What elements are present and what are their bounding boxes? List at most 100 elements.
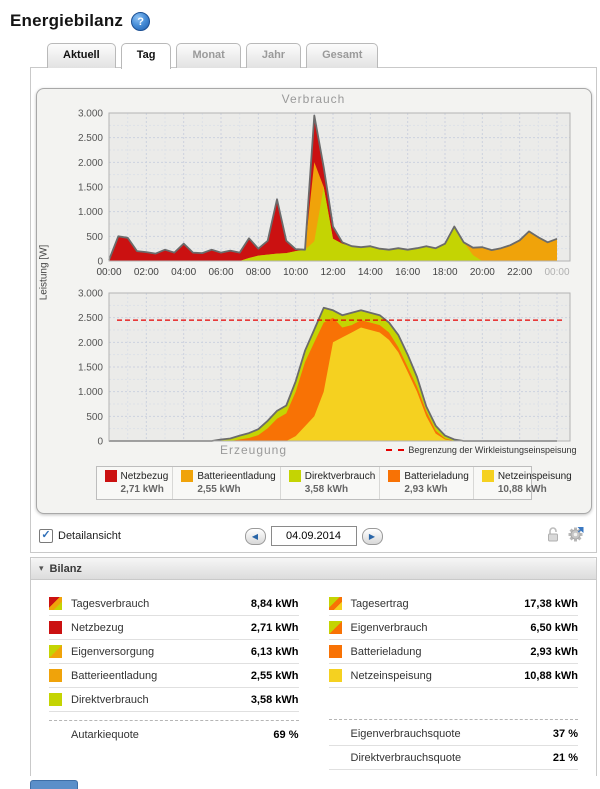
legend-value: 2,71 kWh [120,484,164,495]
svg-text:0: 0 [97,437,103,448]
bilanz-right-column: Tagesertrag 17,38 kWh Eigenverbrauch 6,5… [328,592,579,770]
svg-text:2.500: 2.500 [77,313,102,324]
svg-text:2.000: 2.000 [77,158,102,169]
date-navigation: ◀ ▶ [244,526,383,546]
tab-monat[interactable]: Monat [176,43,241,68]
page-title: Energiebilanz [10,11,124,30]
svg-text:1.000: 1.000 [77,207,102,218]
spacer-row [329,688,579,711]
lock-icon[interactable] [545,526,561,543]
svg-text:06:00: 06:00 [208,267,233,278]
legend-item-netzbezug: Netzbezug 2,71 kWh [97,467,174,499]
generation-chart-title: Erzeugung [219,443,288,457]
table-row: Eigenverbrauch 6,50 kWh [328,616,578,640]
limit-line-icon [386,449,405,451]
svg-text:16:00: 16:00 [395,267,420,278]
svg-text:500: 500 [86,232,103,243]
detail-checkbox[interactable]: ✓ [39,529,53,543]
svg-text:1.000: 1.000 [77,387,102,398]
table-row: Autarkiequote 69 % [71,728,299,741]
svg-text:22:00: 22:00 [507,267,532,278]
svg-text:12:00: 12:00 [320,267,345,278]
svg-text:02:00: 02:00 [133,267,158,278]
bilanz-left-summary: Autarkiequote 69 % [49,720,299,746]
consumption-chart-title: Verbrauch [281,92,346,106]
table-row: Tagesertrag 17,38 kWh [328,592,578,616]
direktverbrauch-swatch [49,693,62,706]
tab-bar: Aktuell Tag Monat Jahr Gesamt [47,43,600,69]
table-row: Netzbezug 2,71 kWh [49,616,299,640]
settings-export-icon[interactable] [567,526,584,543]
tab-jahr[interactable]: Jahr [245,43,302,68]
svg-text:08:00: 08:00 [245,267,270,278]
table-row: Eigenverbrauchsquote 37 % [328,722,578,746]
detail-view-toggle[interactable]: ✓ Detailansicht [39,529,121,543]
legend-item-batterieladung: Batterieladung 2,93 kWh [380,467,474,499]
bilanz-body: Tagesverbrauch 8,84 kWh Netzbezug 2,71 k… [31,580,596,776]
collapse-arrow-icon: ▾ [39,563,44,573]
batterieentladung-swatch [49,669,62,682]
bilanz-panel: ▾ Bilanz Tagesverbrauch 8,84 kWh Netzbez… [30,557,597,776]
detail-checkbox-label: Detailansicht [58,530,121,542]
tab-gesamt[interactable]: Gesamt [306,43,379,68]
svg-text:1.500: 1.500 [77,363,102,374]
table-row: Netzeinspeisung 10,88 kWh [328,664,578,688]
next-panel-partial [30,780,78,789]
legend-item-direktverbrauch: Direktverbrauch 3,58 kWh [281,467,381,499]
tagesverbrauch-swatch [49,597,62,610]
legend-value: 2,55 kWh [197,484,241,495]
svg-text:18:00: 18:00 [432,267,457,278]
svg-text:14:00: 14:00 [357,267,382,278]
limit-legend-label: Begrenzung der Wirkleistungseinspeisung [408,445,577,455]
legend-value: 10,88 kWh [497,484,547,495]
svg-text:2.000: 2.000 [77,338,102,349]
eigenverbrauch-swatch [328,621,342,634]
date-input[interactable] [270,526,357,546]
netzeinspeisung-swatch [481,470,494,482]
batterieladung-swatch [388,470,401,482]
batterieladung-swatch [328,645,342,658]
svg-text:20:00: 20:00 [469,267,494,278]
chart-area: 3.000 2.500 2.000 1.500 1.000 500 0 00:00 02:00 0… [37,89,591,465]
svg-text:00:00: 00:00 [96,267,121,278]
svg-text:1.500: 1.500 [77,183,102,194]
tab-tag[interactable]: Tag [120,43,172,69]
bilanz-right-summary: Eigenverbrauchsquote 37 % Direktverbrauc… [328,719,578,770]
table-row: Batterieladung 2,93 kWh [328,640,578,664]
svg-text:0: 0 [97,257,103,268]
tab-aktuell[interactable]: Aktuell [47,43,116,68]
svg-text:10:00: 10:00 [283,267,308,278]
bilanz-title: Bilanz [49,562,82,575]
legend-value: 2,93 kWh [404,484,448,495]
y-axis-label: Leistung [W] [38,244,49,301]
direktverbrauch-swatch [288,470,301,482]
svg-text:500: 500 [86,412,103,423]
netzeinspeisung-swatch [328,669,342,682]
svg-text:04:00: 04:00 [171,267,196,278]
netzbezug-swatch [49,621,62,634]
tag-tab-panel: 3.000 2.500 2.000 1.500 1.000 500 0 00:00 02:00 0… [30,67,597,553]
limit-legend: Begrenzung der Wirkleistungseinspeisung [386,445,577,455]
bilanz-header[interactable]: ▾ Bilanz [31,558,596,580]
next-day-button[interactable]: ▶ [361,527,383,545]
energy-chart-card: 3.000 2.500 2.000 1.500 1.000 500 0 00:00 02:00 0… [35,88,592,514]
table-row: Tagesverbrauch 8,84 kWh [49,592,299,616]
prev-day-button[interactable]: ◀ [244,527,266,545]
legend-item-netzeinspeisung: Netzeinspeisung 10,88 kWh [474,467,576,499]
chart-legend: Netzbezug 2,71 kWh Batterieentladung 2,5… [95,466,572,500]
legend-item-batterieentladung: Batterieentladung 2,55 kWh [173,467,281,499]
help-icon[interactable]: ? [131,12,151,31]
tagesertrag-swatch [328,597,342,610]
svg-text:2.500: 2.500 [77,133,102,144]
svg-text:3.000: 3.000 [77,109,102,120]
table-row: Direktverbrauch 3,58 kWh [49,688,299,712]
svg-text:00:00: 00:00 [544,267,569,278]
bilanz-left-column: Tagesverbrauch 8,84 kWh Netzbezug 2,71 k… [49,592,299,770]
svg-text:3.000: 3.000 [77,289,102,300]
chart-controls: ✓ Detailansicht ◀ ▶ [37,524,590,548]
table-row: Eigenversorgung 6,13 kWh [49,640,299,664]
batterieentladung-swatch [181,470,194,482]
table-row: Direktverbrauchsquote 21 % [328,746,578,770]
diagram-tools [545,526,584,543]
